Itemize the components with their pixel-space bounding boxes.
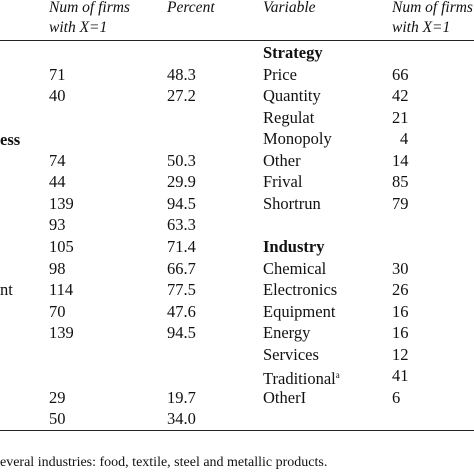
variable-name: Price [263, 64, 297, 85]
header-rule [0, 40, 474, 41]
variable-label: Quantity [263, 86, 321, 105]
firm-count: 85 [392, 172, 409, 191]
variable-name: Services [263, 344, 319, 365]
row-label-fragment: ess [0, 130, 21, 149]
firm-count: 44 [49, 172, 66, 191]
variable-name: Chemical [263, 258, 326, 279]
variable-name: Quantity [263, 85, 321, 106]
variable-name: Energy [263, 322, 310, 343]
firm-count: 40 [49, 86, 66, 105]
firm-count: 4 [400, 129, 409, 148]
variable-label: Traditional [263, 369, 336, 388]
firm-count: 41 [392, 366, 409, 385]
header-firms-right-line2: with X=1 [392, 19, 451, 36]
firm-count: 139 [49, 323, 74, 342]
variable-label: Energy [263, 323, 311, 342]
percent-value: 50.3 [167, 151, 196, 170]
variable-label: Regulat [263, 108, 315, 127]
variable-name: Frival [263, 171, 302, 192]
variable-name: Regulat [263, 107, 314, 128]
firm-count: 26 [392, 280, 409, 299]
firm-count: 6 [392, 388, 401, 407]
bottom-rule [0, 430, 474, 431]
variable-label: Other [263, 151, 301, 170]
variable-label: Frival [263, 172, 303, 191]
variable-name: Equipment [263, 301, 335, 322]
firm-count: 114 [49, 280, 74, 299]
firm-count: 74 [49, 151, 66, 170]
firm-count: 14 [392, 151, 409, 170]
firm-count: 139 [49, 194, 74, 213]
variable-label: OtherI [263, 388, 307, 407]
firm-count: 71 [49, 65, 66, 84]
firm-count: 79 [392, 194, 409, 213]
firm-count: 70 [49, 302, 66, 321]
variable-name: Traditionala [263, 365, 340, 389]
percent-value: 71.4 [167, 237, 196, 256]
table-footnote: everal industries: food, textile, steel … [0, 455, 328, 470]
header-variable: Variable [263, 0, 316, 16]
firm-count: 29 [49, 388, 66, 407]
firm-count: 42 [392, 86, 409, 105]
percent-value: 94.5 [167, 323, 196, 342]
firm-count: 66 [392, 65, 409, 84]
variable-name: Monopoly [263, 128, 332, 149]
footnote-marker: a [335, 370, 340, 380]
percent-value: 27.2 [167, 86, 196, 105]
firm-count: 12 [392, 345, 409, 364]
firm-count: 16 [392, 302, 409, 321]
header-firms-line1: Num of firms [49, 0, 130, 16]
firm-count: 30 [392, 259, 409, 278]
percent-value: 34.0 [167, 409, 196, 428]
firm-count: 105 [49, 237, 74, 256]
variable-label: Shortrun [263, 194, 321, 213]
percent-value: 48.3 [167, 65, 196, 84]
variable-name: Other [263, 150, 301, 171]
percent-value: 94.5 [167, 194, 196, 213]
header-firms-line2: with X=1 [49, 19, 108, 36]
firm-count: 21 [392, 108, 409, 127]
percent-value: 66.7 [167, 259, 196, 278]
variable-label: Equipment [263, 302, 336, 321]
variable-label: Monopoly [263, 129, 332, 148]
header-percent: Percent [167, 0, 215, 16]
firm-count: 98 [49, 259, 66, 278]
variable-label: Price [263, 65, 297, 84]
section-heading-industry: Industry [263, 237, 325, 256]
variable-name: OtherI [263, 387, 306, 408]
variable-label: Electronics [263, 280, 338, 299]
header-firms-right-line1: Num of firms [392, 0, 473, 16]
section-heading-strategy: Strategy [263, 43, 323, 62]
variable-label: Services [263, 345, 319, 364]
firm-count: 93 [49, 215, 66, 234]
percent-value: 19.7 [167, 388, 196, 407]
percent-value: 63.3 [167, 215, 196, 234]
variable-name: Shortrun [263, 193, 321, 214]
percent-value: 29.9 [167, 172, 196, 191]
percent-value: 77.5 [167, 280, 196, 299]
firm-count: 16 [392, 323, 409, 342]
variable-label: Chemical [263, 259, 327, 278]
row-label-fragment: nt [0, 280, 13, 299]
variable-name: Electronics [263, 279, 337, 300]
firm-count: 50 [49, 409, 66, 428]
percent-value: 47.6 [167, 302, 196, 321]
